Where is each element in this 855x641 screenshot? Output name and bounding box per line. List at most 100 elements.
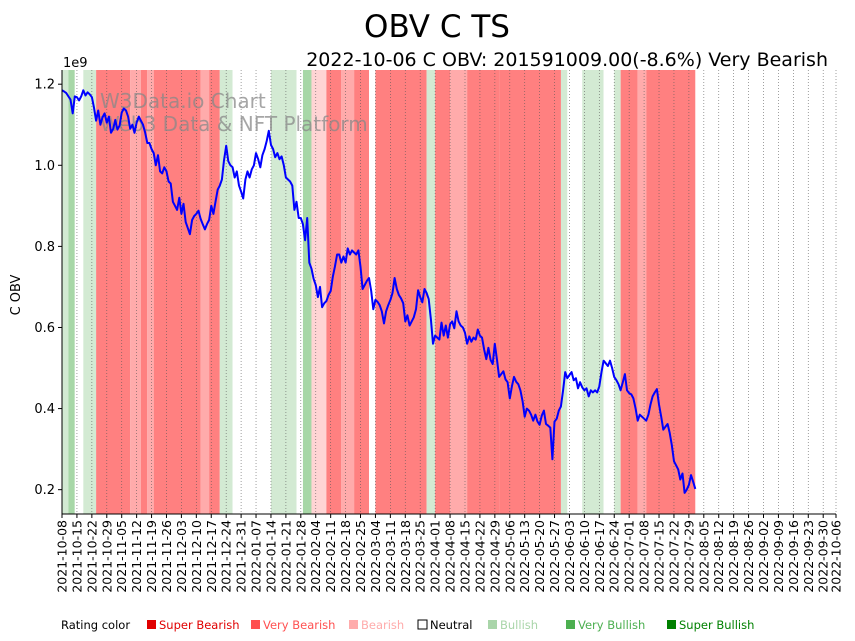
x-tick-label: 2022-07-29 [681, 520, 696, 593]
x-tick-label: 2022-06-03 [562, 520, 577, 593]
x-tick-label: 2022-08-05 [696, 520, 711, 593]
x-tick-label: 2021-11-12 [129, 520, 144, 593]
x-tick-label: 2022-05-27 [547, 520, 562, 593]
rating-band [326, 70, 342, 514]
watermark-line-2: Web3 Data & NFT Platform [100, 112, 368, 136]
x-tick-label: 2022-03-04 [368, 520, 383, 593]
x-tick-label: 2021-11-19 [144, 520, 159, 593]
rating-bands [62, 70, 696, 514]
legend-swatch [488, 620, 497, 629]
legend-label: Neutral [430, 618, 472, 632]
x-tick-label: 2022-02-11 [323, 520, 338, 593]
x-tick-label: 2022-07-15 [652, 520, 667, 593]
rating-band [96, 70, 131, 514]
series-layer [61, 89, 697, 494]
legend-label: Super Bearish [159, 618, 240, 632]
x-tick-label: 2022-01-14 [264, 520, 279, 593]
rating-band [130, 70, 141, 514]
x-tick-label: 2022-04-22 [472, 520, 487, 593]
x-tick-label: 2022-06-10 [577, 520, 592, 593]
rating-band [603, 70, 615, 514]
rating-band [209, 70, 220, 514]
x-tick-label: 2022-06-24 [607, 520, 622, 593]
x-tick-label: 2022-08-19 [726, 520, 741, 593]
y-tick-label: 0.6 [34, 321, 55, 336]
rating-band [232, 70, 271, 514]
x-tick-label: 2021-10-22 [84, 520, 99, 593]
y-axis-label: C OBV [9, 274, 24, 315]
rating-band [560, 70, 568, 514]
x-tick-label: 2021-12-03 [174, 520, 189, 593]
rating-band [341, 70, 355, 514]
x-tick-label: 2021-11-26 [159, 520, 174, 593]
legend-swatch [667, 620, 676, 629]
legend-label: Bearish [361, 618, 404, 632]
rating-band [68, 70, 75, 514]
x-tick-label: 2021-12-24 [219, 520, 234, 593]
x-tick-label: 2022-09-09 [771, 520, 786, 593]
rating-band [83, 70, 97, 514]
x-tick-label: 2022-02-18 [338, 520, 353, 593]
x-tick-label: 2022-04-15 [458, 520, 473, 593]
rating-band [354, 70, 370, 514]
obv-line [61, 89, 697, 494]
legend-label: Very Bullish [578, 618, 645, 632]
rating-band [467, 70, 500, 514]
y-multiplier: 1e9 [63, 56, 88, 71]
y-tick-label: 0.2 [34, 483, 55, 498]
legend-swatch [566, 620, 575, 629]
rating-band [646, 70, 696, 514]
rating-band [450, 70, 468, 514]
x-tick-label: 2022-10-06 [829, 520, 844, 593]
x-tick-label: 2022-03-18 [398, 520, 413, 593]
x-tick-label: 2022-09-02 [756, 520, 771, 593]
x-ticks: 2021-10-08 2021-10-15 2021-10-22 2021-10-29… [55, 514, 844, 593]
chart-subtitle: 2022-10-06 C OBV: 201591009.00(-8.6%) Ve… [306, 49, 828, 71]
x-tick-label: 2022-02-25 [353, 520, 368, 593]
rating-band [200, 70, 210, 514]
x-tick-label: 2022-04-29 [487, 520, 502, 593]
x-tick-label: 2022-07-01 [622, 520, 637, 593]
x-tick-label: 2022-09-16 [786, 520, 801, 593]
y-ticks: 0.2 0.4 0.6 0.8 1.0 1.2 [34, 78, 62, 498]
x-tick-label: 2022-09-30 [816, 520, 831, 593]
rating-band [582, 70, 604, 514]
rating-band [147, 70, 154, 514]
x-tick-label: 2021-11-05 [114, 520, 129, 593]
x-tick-label: 2021-12-17 [204, 520, 219, 593]
rating-band [637, 70, 647, 514]
y-tick-label: 0.8 [34, 240, 55, 255]
x-tick-label: 2021-10-29 [99, 520, 114, 593]
x-tick-label: 2021-10-08 [55, 520, 70, 593]
rating-band [296, 70, 303, 514]
x-tick-label: 2022-03-11 [383, 520, 398, 593]
x-tick-label: 2022-01-21 [278, 520, 293, 593]
x-tick-label: 2022-07-22 [667, 520, 682, 593]
x-tick-label: 2022-05-20 [532, 520, 547, 593]
legend-label: Bullish [500, 618, 538, 632]
legend-swatch [147, 620, 156, 629]
x-tick-label: 2022-03-25 [413, 520, 428, 593]
legend-swatch [417, 619, 428, 630]
x-tick-label: 2022-05-13 [517, 520, 532, 593]
x-tick-label: 2022-08-26 [741, 520, 756, 593]
x-tick-label: 2022-04-08 [443, 520, 458, 593]
x-tick-label: 2021-12-10 [189, 520, 204, 593]
rating-band [62, 70, 69, 514]
rating-band [153, 70, 201, 514]
x-tick-label: 2022-01-07 [249, 520, 264, 593]
rating-band [74, 70, 84, 514]
rating-band [567, 70, 583, 514]
rating-band [270, 70, 280, 514]
x-tick-label: 2021-10-15 [69, 520, 84, 593]
axes [61, 70, 836, 515]
chart-title: OBV C TS [364, 9, 510, 45]
rating-band [302, 70, 312, 514]
x-tick-label: 2022-06-17 [592, 520, 607, 593]
y-tick-label: 1.2 [34, 78, 55, 93]
rating-band [426, 70, 436, 514]
legend-label: Very Bearish [263, 618, 335, 632]
y-tick-label: 1.0 [34, 159, 55, 174]
x-tick-label: 2022-07-08 [637, 520, 652, 593]
